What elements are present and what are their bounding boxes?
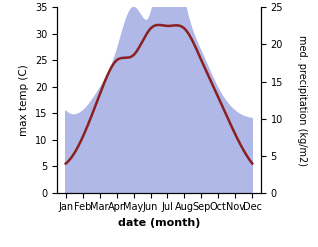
Y-axis label: med. precipitation (kg/m2): med. precipitation (kg/m2) [297, 35, 307, 165]
Y-axis label: max temp (C): max temp (C) [19, 64, 30, 136]
X-axis label: date (month): date (month) [118, 218, 200, 228]
